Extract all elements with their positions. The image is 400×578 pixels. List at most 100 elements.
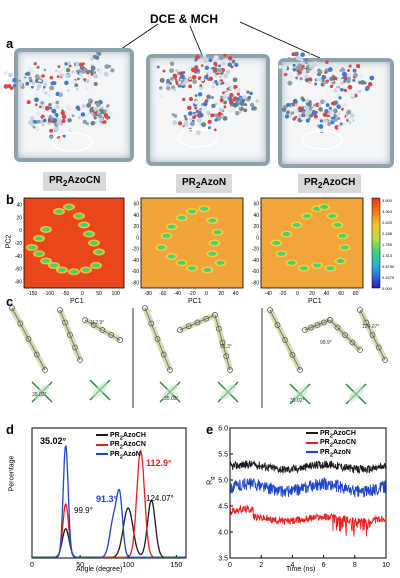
molecule-atom xyxy=(286,57,292,62)
molecule-atom xyxy=(345,119,349,122)
ring xyxy=(212,312,218,318)
molecule-atom xyxy=(327,67,333,72)
molecule-atom xyxy=(93,116,97,120)
molecule-atom xyxy=(214,118,218,122)
molecule-atom xyxy=(352,78,356,82)
molecule-atom xyxy=(188,77,192,81)
molecule-atom xyxy=(202,105,207,110)
pca-ytick: 20 xyxy=(133,224,139,230)
molecule-atom xyxy=(347,69,350,72)
box-label-azon: PR2AzoN xyxy=(176,174,233,193)
molecule-atom xyxy=(178,80,182,84)
molecule-atom xyxy=(21,59,25,63)
molecule-atom xyxy=(294,115,298,119)
chart-e-series-PR2AzoCN xyxy=(229,504,387,537)
molecule-atom xyxy=(316,77,319,81)
molecule-atom xyxy=(49,75,54,80)
molecule-atom xyxy=(310,72,314,76)
molecule-atom xyxy=(250,88,254,92)
chart-e-xlabel: Time (ns) xyxy=(286,566,316,573)
panel-c-letter: c xyxy=(6,294,14,309)
pca-cluster-core xyxy=(35,236,43,241)
molecule-atom xyxy=(75,105,80,110)
molecule-atom xyxy=(34,78,40,84)
molecule-atom xyxy=(51,108,57,114)
angle-c1-a: 35.02° xyxy=(32,392,47,398)
molecule-atom xyxy=(295,76,298,80)
molecule-backbone xyxy=(59,309,81,361)
molecule-atom xyxy=(57,121,62,126)
molecule-atom xyxy=(358,89,362,93)
molecule-atom xyxy=(36,87,40,91)
molecule-atom xyxy=(305,68,310,74)
molecule-atom xyxy=(71,114,75,118)
molecule-atom xyxy=(3,70,8,75)
molecule-atom xyxy=(47,119,51,123)
molecule-atom xyxy=(292,98,298,104)
molecule-atom xyxy=(350,113,355,118)
molecule-atom xyxy=(323,100,327,103)
molecule-atom xyxy=(236,92,241,96)
ring xyxy=(314,322,321,328)
molecule-atom xyxy=(89,56,94,61)
molecule-atom xyxy=(318,77,323,82)
ring xyxy=(369,332,376,338)
molecule-atom xyxy=(97,59,102,64)
ring xyxy=(17,320,24,327)
molecule-atom xyxy=(346,72,352,78)
molecule-atom xyxy=(49,135,54,139)
molecule-atom xyxy=(83,78,87,81)
pc1-label-1: PC1 xyxy=(70,298,84,305)
annot-124: 124.07° xyxy=(146,494,174,503)
molecule-atom xyxy=(98,108,104,113)
molecule-atom xyxy=(300,58,304,62)
pca-cluster-core xyxy=(302,214,311,218)
colorbar-tick: 3.063 xyxy=(382,209,393,214)
molecule-atom xyxy=(321,76,325,80)
molecule-atom xyxy=(246,90,250,94)
molecule-atom xyxy=(77,115,82,120)
molecule-atom xyxy=(304,74,309,79)
ring xyxy=(297,367,303,373)
molecule-atom xyxy=(90,72,94,76)
molecule-atom xyxy=(172,73,178,79)
molecule-atom xyxy=(21,77,27,83)
molecule-atom xyxy=(300,96,304,100)
molecule-atom xyxy=(285,75,289,79)
molecule-atom xyxy=(237,100,241,104)
pca-xtick: -100 xyxy=(44,291,54,297)
molecule-atom xyxy=(64,111,68,115)
molecule-atom xyxy=(318,103,322,107)
molecule-atom xyxy=(307,109,312,115)
molecule-atom xyxy=(239,101,245,106)
molecule-atom xyxy=(282,65,288,71)
molecule-atom xyxy=(54,126,59,132)
molecule-atom xyxy=(196,117,202,123)
molecule-atom xyxy=(352,68,357,73)
pca-ytick: -80 xyxy=(132,280,139,286)
molecule-atom xyxy=(206,110,210,115)
pca-xtick: 0 xyxy=(81,291,84,297)
molecule-atom xyxy=(353,72,358,78)
molecule-atom xyxy=(42,85,46,89)
molecule-atom xyxy=(85,79,90,84)
molecule-atom xyxy=(38,105,42,109)
molecule-atom xyxy=(330,102,334,106)
molecule-atom xyxy=(249,91,253,96)
pca-maps: 3.500 3.063 2.625 2.188 1.750 1.313 0.8750 0.43… xyxy=(15,197,395,297)
molecule-atom xyxy=(159,77,165,83)
molecule-atom xyxy=(64,80,69,86)
molecule-atom xyxy=(241,98,246,103)
molecule-atom xyxy=(28,76,32,81)
molecule-atom xyxy=(57,118,61,121)
ring xyxy=(320,319,327,326)
pca-cluster-core xyxy=(188,266,196,271)
ring xyxy=(57,307,63,313)
ring xyxy=(289,352,296,358)
pca-ytick: 0 xyxy=(256,235,259,241)
molecule-backbone xyxy=(214,314,231,371)
ring xyxy=(9,305,15,311)
molecule-atom xyxy=(48,94,52,98)
molecule-atom xyxy=(71,79,76,84)
chart-e-xtick-label: 6 xyxy=(322,562,326,569)
